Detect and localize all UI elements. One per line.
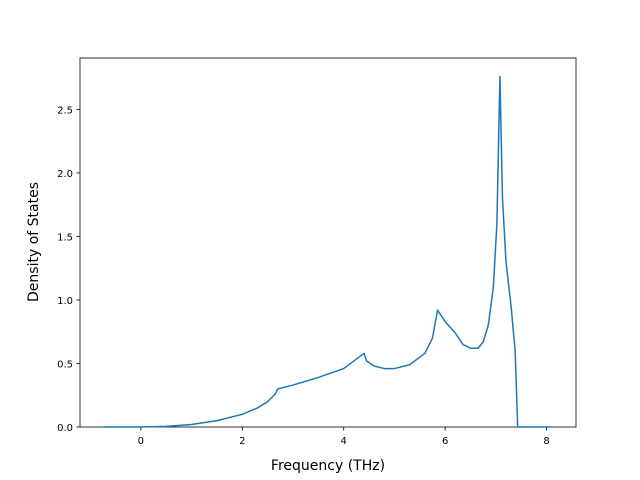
x-tick-label: 0: [138, 436, 144, 447]
y-tick-label: 0.5: [57, 359, 73, 370]
y-axis-label: Density of States: [26, 182, 42, 302]
x-axis-label: Frequency (THz): [271, 458, 385, 474]
plot-frame: [79, 57, 577, 428]
x-tick-label: 2: [239, 436, 245, 447]
x-tick-label: 8: [543, 436, 549, 447]
line-series: [102, 75, 552, 428]
y-tick-label: 2.0: [57, 169, 73, 180]
x-tick-label: 4: [341, 436, 347, 447]
y-tick-label: 1.5: [57, 232, 73, 243]
y-tick-label: 0.0: [57, 423, 73, 434]
y-tick-label: 1.0: [57, 296, 73, 307]
x-tick-label: 6: [442, 436, 448, 447]
y-tick-label: 2.5: [57, 105, 73, 116]
